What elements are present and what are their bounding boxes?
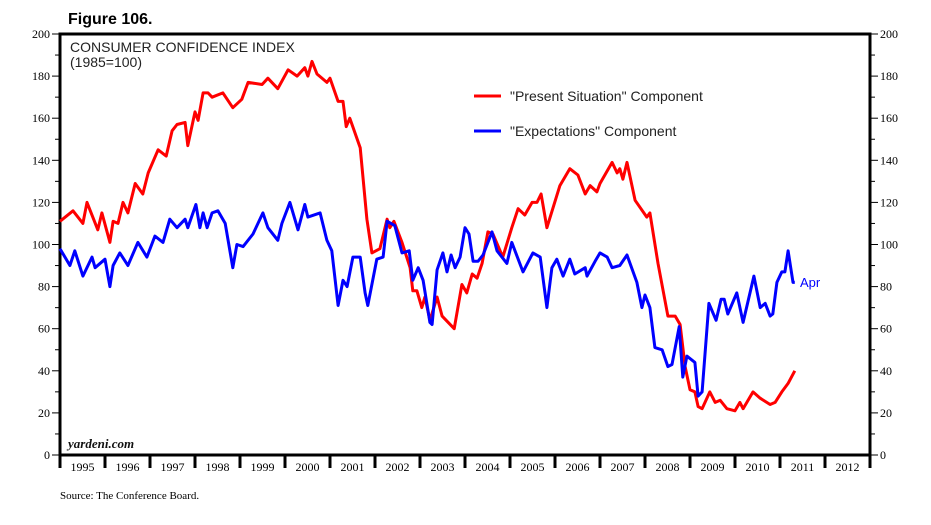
y-tick-label-right: 60: [880, 322, 892, 336]
legend-label-present-situation: "Present Situation" Component: [510, 88, 703, 104]
y-tick-label-right: 200: [880, 27, 898, 41]
watermark-yardeni: yardeni.com: [66, 436, 134, 451]
chart-subtitle: (1985=100): [70, 54, 142, 70]
y-tick-label-left: 80: [38, 280, 50, 294]
x-tick-label: 1999: [251, 460, 275, 474]
y-tick-label-left: 40: [38, 364, 50, 378]
y-tick-label-left: 200: [32, 27, 50, 41]
y-tick-label-right: 20: [880, 406, 892, 420]
y-tick-label-right: 80: [880, 280, 892, 294]
y-tick-label-right: 140: [880, 153, 898, 167]
x-tick-label: 2005: [521, 460, 545, 474]
x-tick-label: 2006: [566, 460, 590, 474]
x-tick-label: 2008: [656, 460, 680, 474]
x-tick-label: 1998: [206, 460, 230, 474]
y-tick-label-right: 40: [880, 364, 892, 378]
y-tick-label-right: 160: [880, 111, 898, 125]
series-line-expectations: [58, 200, 795, 398]
axes: 0 0 20 20 40 40 60 60 80 80 100 100 120 120 140 140 160 1…: [32, 27, 898, 474]
y-tick-label-left: 100: [32, 238, 50, 252]
x-tick-label: 2000: [296, 460, 320, 474]
y-tick-label-left: 120: [32, 195, 50, 209]
y-tick-label-left: 160: [32, 111, 50, 125]
x-tick-label: 1996: [116, 460, 140, 474]
x-tick-label: 1997: [161, 460, 185, 474]
y-tick-label-right: 0: [880, 448, 886, 462]
x-tick-label: 2011: [791, 460, 815, 474]
x-tick-label: 2012: [836, 460, 860, 474]
end-annotation-apr: Apr: [800, 275, 821, 290]
x-tick-label: 2010: [746, 460, 770, 474]
x-tick-label: 2004: [476, 460, 500, 474]
y-tick-label-right: 100: [880, 238, 898, 252]
y-tick-label-left: 20: [38, 406, 50, 420]
x-tick-label: 2001: [341, 460, 365, 474]
y-tick-label-right: 120: [880, 195, 898, 209]
x-tick-label: 2003: [431, 460, 455, 474]
y-tick-label-left: 60: [38, 322, 50, 336]
x-tick-label: 2007: [611, 460, 635, 474]
x-tick-label: 1995: [71, 460, 95, 474]
legend-label-expectations: "Expectations" Component: [510, 123, 676, 139]
y-tick-label-left: 180: [32, 69, 50, 83]
y-tick-label-left: 0: [44, 448, 50, 462]
source-note: Source: The Conference Board.: [60, 490, 199, 502]
chart-title: CONSUMER CONFIDENCE INDEX: [70, 39, 295, 55]
series-group: [58, 59, 797, 413]
figure-label: Figure 106.: [68, 11, 152, 28]
x-tick-label: 2002: [386, 460, 410, 474]
y-tick-label-left: 140: [32, 153, 50, 167]
legend: "Present Situation" Component "Expectati…: [474, 88, 703, 139]
x-tick-label: 2009: [701, 460, 725, 474]
series-line-present-situation: [59, 59, 797, 413]
y-tick-label-right: 180: [880, 69, 898, 83]
plot-frame: [58, 32, 872, 457]
